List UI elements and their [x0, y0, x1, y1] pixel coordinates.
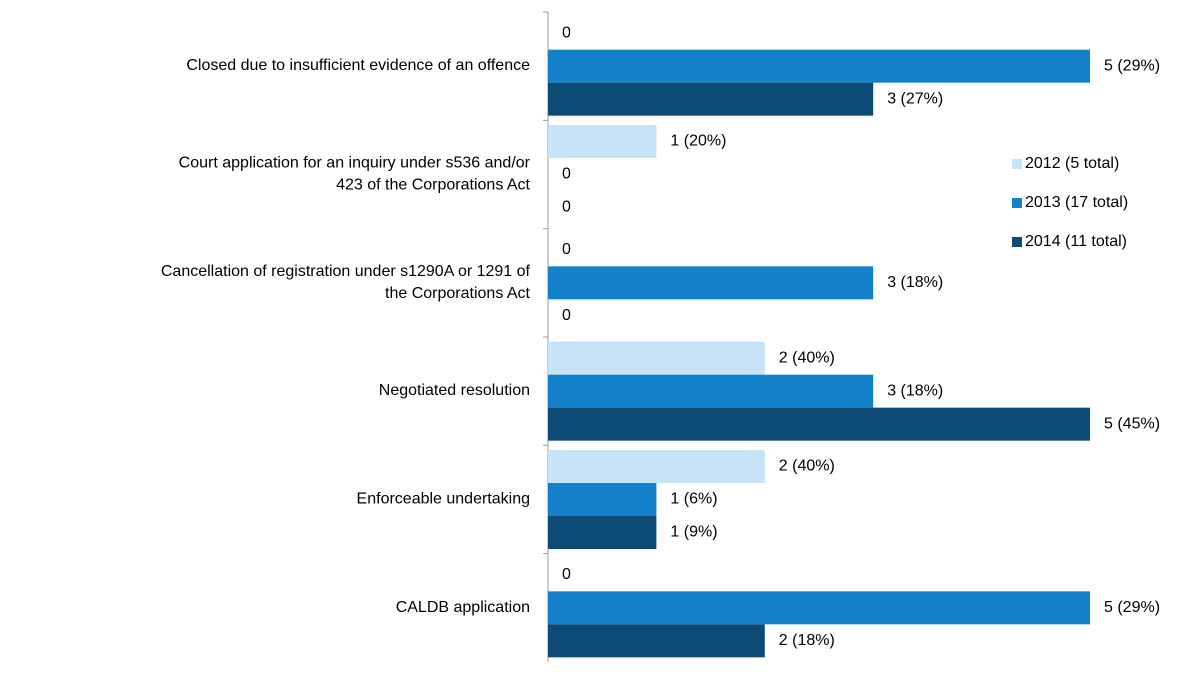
value-label: 3 (18%): [887, 274, 943, 291]
value-label: 0: [562, 166, 571, 183]
value-label: 2 (40%): [779, 458, 835, 475]
value-label: 0: [562, 199, 571, 216]
legend-swatch: [1012, 198, 1022, 208]
bar: [548, 49, 1090, 83]
bar: [548, 624, 765, 658]
value-label: 2 (40%): [779, 349, 835, 366]
bar: [548, 483, 657, 516]
value-label: 0: [562, 307, 571, 324]
value-label: 5 (29%): [1104, 57, 1160, 74]
bar: [548, 450, 765, 483]
category-label: Closed due to insufficient evidence of a…: [186, 57, 530, 74]
value-label: 3 (18%): [887, 382, 943, 399]
category-label: CALDB application: [396, 599, 530, 616]
value-label: 5 (29%): [1104, 599, 1160, 616]
value-label: 3 (27%): [887, 90, 943, 107]
value-label: 1 (9%): [670, 524, 717, 541]
legend-swatch: [1012, 159, 1022, 169]
bar: [548, 341, 765, 375]
legend-swatch: [1012, 237, 1022, 247]
legend-label: 2014 (11 total): [1025, 233, 1127, 250]
bar: [548, 407, 1090, 441]
value-label: 2 (18%): [779, 632, 835, 649]
value-label: 0: [562, 566, 571, 583]
value-label: 5 (45%): [1104, 415, 1160, 432]
category-label: Negotiated resolution: [379, 382, 530, 399]
category-label: Cancellation of registration under s1290…: [161, 263, 531, 302]
bar: [548, 591, 1090, 625]
value-label: 1 (20%): [670, 133, 726, 150]
value-label: 0: [562, 24, 571, 41]
bar: [548, 266, 874, 300]
bar: [548, 516, 657, 549]
bar: [548, 82, 874, 116]
category-label: Enforceable undertaking: [357, 491, 530, 508]
value-label: 0: [562, 241, 571, 258]
bar: [548, 125, 657, 158]
category-label: Court application for an inquiry under s…: [179, 155, 531, 194]
legend-label: 2012 (5 total): [1025, 155, 1119, 172]
value-label: 1 (6%): [670, 491, 717, 508]
legend-label: 2013 (17 total): [1025, 194, 1128, 211]
bar: [548, 374, 874, 408]
